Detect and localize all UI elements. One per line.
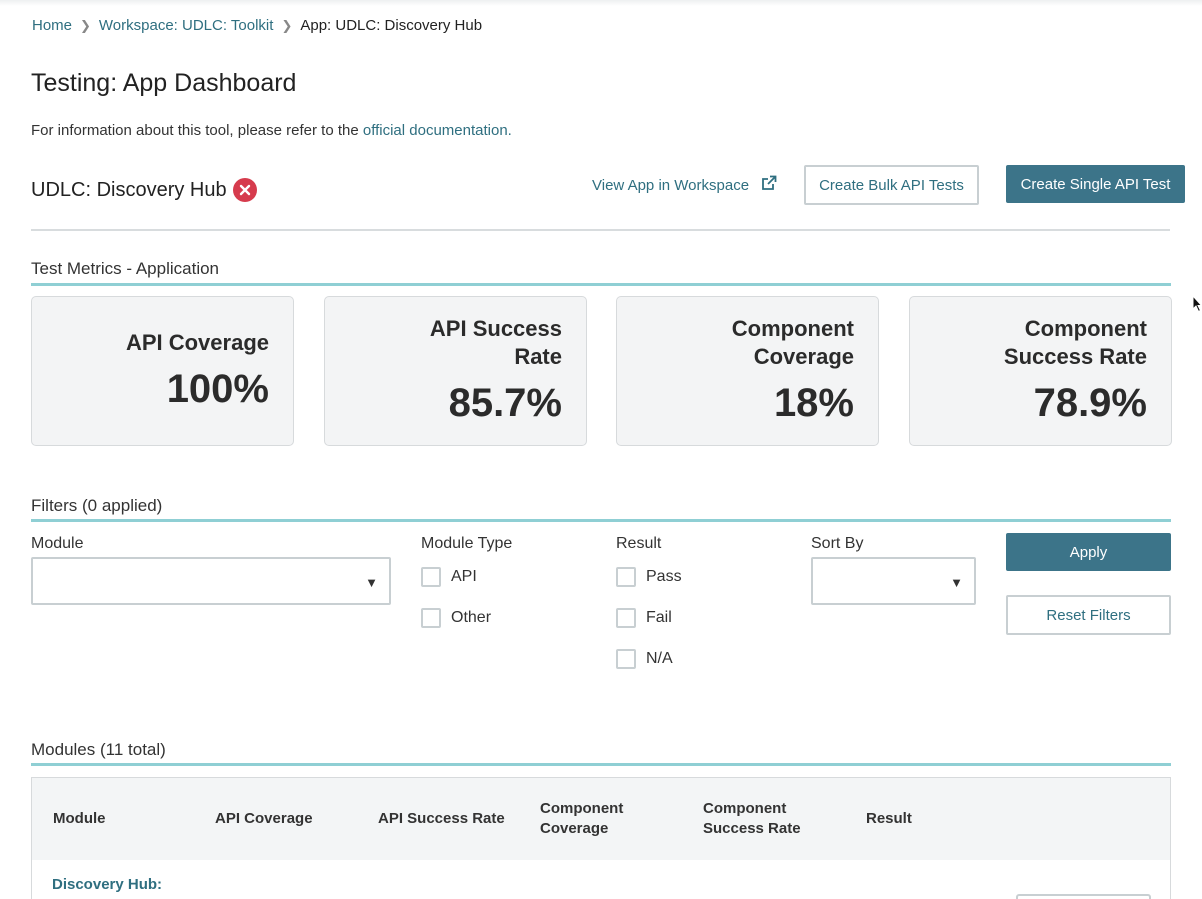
external-link-icon <box>761 175 777 195</box>
module-type-api-checkbox[interactable]: API <box>421 567 477 587</box>
checkbox-label: Other <box>451 609 492 626</box>
app-name-label: UDLC: Discovery Hub <box>31 178 227 201</box>
divider <box>31 229 1170 231</box>
metric-card-component-coverage: Component Coverage 18% <box>616 296 879 446</box>
metric-label: API Success Rate <box>430 315 562 371</box>
sort-by-label: Sort By <box>811 535 864 552</box>
checkbox[interactable] <box>616 567 636 587</box>
result-na-checkbox[interactable]: N/A <box>616 649 673 669</box>
view-app-link[interactable]: View App in Workspace <box>592 175 777 195</box>
metric-value: 100% <box>166 367 269 411</box>
create-bulk-api-tests-button[interactable]: Create Bulk API Tests <box>804 165 979 205</box>
modules-table: Module API Coverage API Success Rate Com… <box>31 777 1171 899</box>
result-fail-checkbox[interactable]: Fail <box>616 608 672 628</box>
column-header-component-success-rate[interactable]: Component Success Rate <box>703 799 801 839</box>
chevron-right-icon: ❯ <box>80 17 91 33</box>
checkbox[interactable] <box>421 608 441 628</box>
module-type-other-checkbox[interactable]: Other <box>421 608 491 628</box>
breadcrumb-workspace[interactable]: Workspace: UDLC: Toolkit <box>98 17 274 34</box>
checkbox-label: N/A <box>646 650 673 667</box>
metrics-rule <box>31 283 1171 286</box>
info-text: For information about this tool, please … <box>31 122 512 139</box>
breadcrumb-home[interactable]: Home <box>32 17 73 34</box>
column-header-api-coverage[interactable]: API Coverage <box>215 810 313 827</box>
metrics-section-title: Test Metrics - Application <box>31 259 220 278</box>
create-single-api-test-button[interactable]: Create Single API Test <box>1006 165 1185 203</box>
metric-label: API Coverage <box>125 330 269 355</box>
sort-by-select[interactable]: ▼ <box>811 557 976 605</box>
reset-filters-button[interactable]: Reset Filters <box>1006 595 1171 635</box>
filters-rule <box>31 519 1171 522</box>
table-header: Module API Coverage API Success Rate Com… <box>32 778 1170 860</box>
apply-button[interactable]: Apply <box>1006 533 1171 571</box>
column-header-module[interactable]: Module <box>53 810 106 827</box>
metric-label-line1: Component <box>731 316 854 341</box>
module-select[interactable]: ▼ <box>31 557 391 605</box>
caret-down-icon: ▼ <box>365 575 378 590</box>
checkbox[interactable] <box>421 567 441 587</box>
breadcrumb-current: App: UDLC: Discovery Hub <box>300 17 483 34</box>
top-shadow <box>0 0 1202 6</box>
checkbox-label: API <box>451 568 477 585</box>
module-link[interactable]: Discovery Hub: <box>52 876 163 893</box>
view-app-label: View App in Workspace <box>592 176 750 194</box>
column-header-line1: Component <box>703 800 787 817</box>
column-header-result[interactable]: Result <box>866 810 912 827</box>
column-header-line2: Success Rate <box>703 820 801 837</box>
modules-section-title: Modules (11 total) <box>31 740 166 759</box>
breadcrumb: Home ❯ Workspace: UDLC: Toolkit ❯ App: U… <box>32 17 482 34</box>
metric-card-api-coverage: API Coverage 100% <box>31 296 294 446</box>
app-name: UDLC: Discovery Hub <box>31 178 257 202</box>
column-header-api-success-rate[interactable]: API Success Rate <box>378 810 505 827</box>
result-pass-checkbox[interactable]: Pass <box>616 567 682 587</box>
column-header-line2: Coverage <box>540 820 609 837</box>
column-header-component-coverage[interactable]: Component Coverage <box>540 799 623 839</box>
metric-value: 85.7% <box>448 381 562 425</box>
filters-section-title: Filters (0 applied) <box>31 496 163 515</box>
checkbox[interactable] <box>616 608 636 628</box>
metric-label-line2: Success Rate <box>1003 344 1147 369</box>
modules-rule <box>31 763 1171 766</box>
metric-label: Component Coverage <box>732 315 854 371</box>
mouse-cursor-icon <box>1192 295 1202 313</box>
metric-label-line2: Coverage <box>753 344 854 369</box>
result-filter-label: Result <box>616 535 662 552</box>
metric-card-component-success-rate: Component Success Rate 78.9% <box>909 296 1172 446</box>
chevron-right-icon: ❯ <box>281 17 293 33</box>
x-circle-icon <box>232 178 257 202</box>
info-prefix: For information about this tool, please … <box>31 122 363 139</box>
metric-label-line2: Rate <box>514 344 562 369</box>
metric-label-line1: API Success <box>429 316 562 341</box>
metric-card-api-success-rate: API Success Rate 85.7% <box>324 296 587 446</box>
metric-value: 18% <box>773 381 854 425</box>
page-title: Testing: App Dashboard <box>31 69 297 97</box>
column-header-line1: Component <box>540 800 624 817</box>
documentation-link[interactable]: official documentation. <box>362 122 512 139</box>
checkbox[interactable] <box>616 649 636 669</box>
module-filter-label: Module <box>31 535 84 552</box>
module-type-filter-label: Module Type <box>421 535 513 552</box>
checkbox-label: Fail <box>646 609 672 626</box>
row-action-button[interactable] <box>1016 894 1151 899</box>
metric-label: Component Success Rate <box>1004 315 1147 371</box>
metric-value: 78.9% <box>1033 381 1147 425</box>
caret-down-icon: ▼ <box>950 575 963 590</box>
checkbox-label: Pass <box>646 568 682 585</box>
metric-label-line1: Component <box>1024 316 1147 341</box>
